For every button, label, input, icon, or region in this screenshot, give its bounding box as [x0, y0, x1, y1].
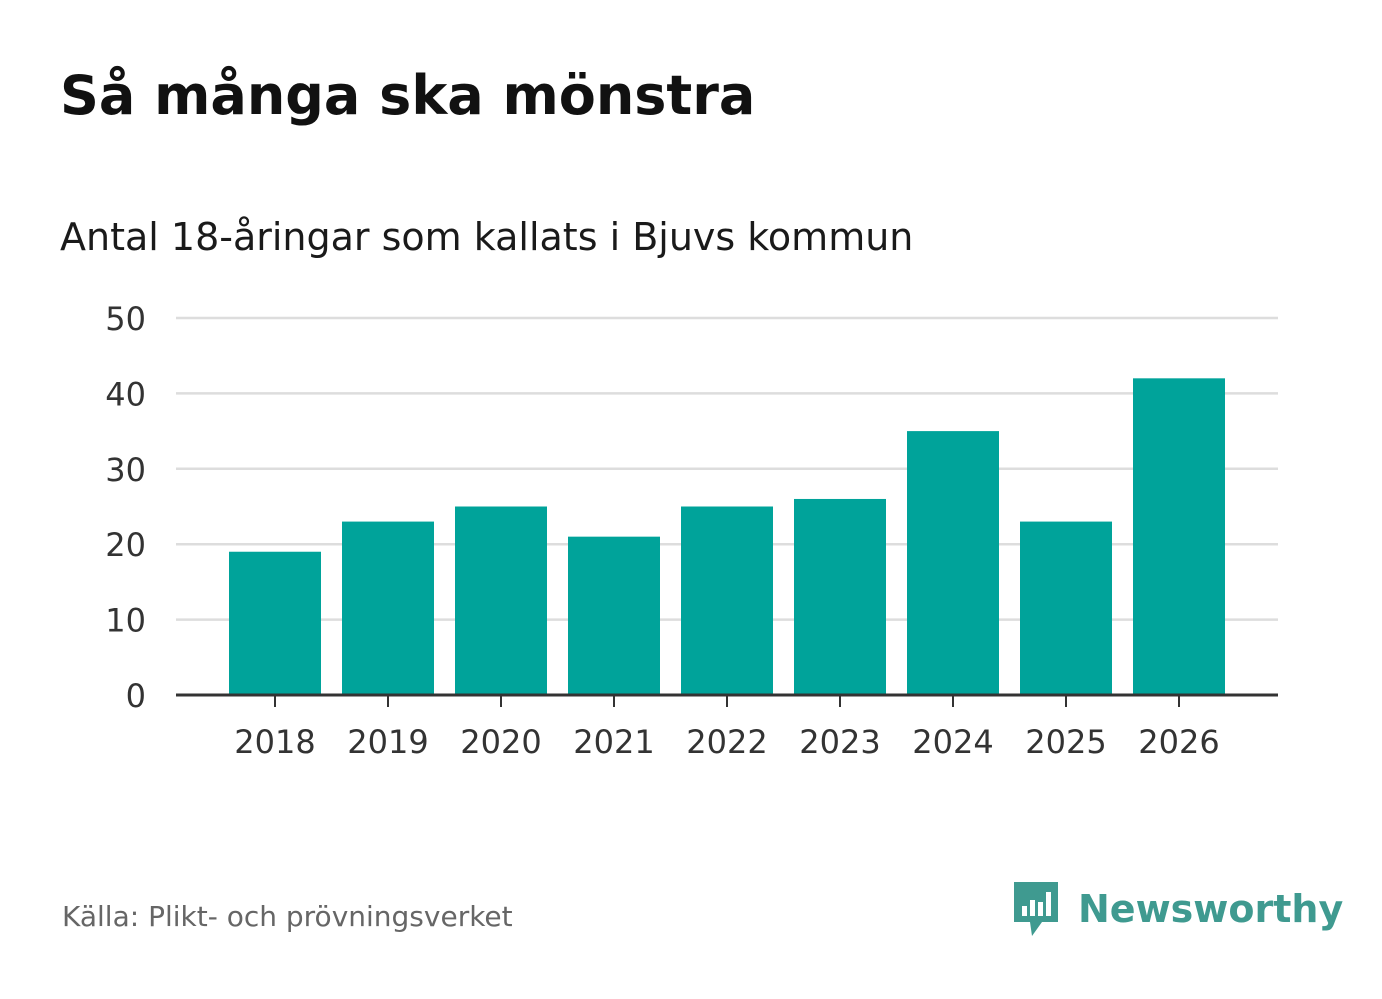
bar-2023 — [794, 498, 886, 695]
bar-2018 — [229, 551, 321, 695]
bar-2021 — [568, 536, 660, 695]
y-tick-label-10: 10 — [105, 602, 146, 640]
bars — [229, 378, 1225, 695]
chart-title: Så många ska mönstra — [60, 64, 756, 127]
source-note: Källa: Plikt- och prövningsverket — [62, 900, 513, 933]
y-tick-label-0: 0 — [126, 677, 146, 715]
x-tick-label-2024: 2024 — [912, 723, 993, 761]
axes: 0 10 20 30 40 50 2018 2019 2020 2021 2022 2023 2024 2… — [105, 300, 1278, 761]
x-tick-label-2019: 2019 — [347, 723, 428, 761]
bar-2026 — [1133, 378, 1225, 695]
x-tick-label-2026: 2026 — [1138, 723, 1219, 761]
y-tick-label-40: 40 — [105, 375, 146, 413]
bar-2024 — [907, 431, 999, 695]
bar-2022 — [681, 506, 773, 695]
x-tick-label-2022: 2022 — [686, 723, 767, 761]
x-tick-label-2018: 2018 — [234, 723, 315, 761]
y-tick-label-30: 30 — [105, 451, 146, 489]
y-tick-label-20: 20 — [105, 526, 146, 564]
x-tick-label-2025: 2025 — [1025, 723, 1106, 761]
y-tick-label-50: 50 — [105, 300, 146, 338]
bar-2019 — [342, 521, 434, 695]
bar-2020 — [455, 506, 547, 695]
bar-2025 — [1020, 521, 1112, 695]
x-tick-label-2020: 2020 — [460, 723, 541, 761]
brand: Newsworthy — [1010, 878, 1343, 940]
newsworthy-logo-icon — [1014, 882, 1058, 936]
x-tick-label-2021: 2021 — [573, 723, 654, 761]
chart-subtitle: Antal 18-åringar som kallats i Bjuvs kom… — [60, 215, 914, 259]
brand-name: Newsworthy — [1078, 887, 1344, 931]
x-tick-label-2023: 2023 — [799, 723, 880, 761]
